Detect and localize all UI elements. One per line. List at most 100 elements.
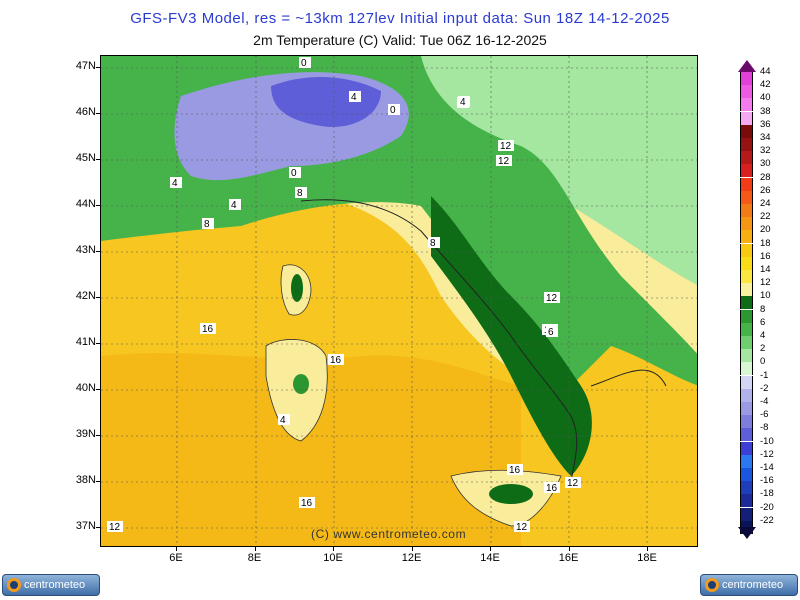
lat-label: 40N (75, 382, 96, 394)
contour-label-bg (202, 218, 214, 229)
contour-label: 12 (500, 141, 512, 152)
contour-label-bg (229, 199, 241, 210)
legend-label: 36 (760, 118, 771, 130)
lat-tick (96, 435, 101, 436)
contour-label-bg (507, 464, 523, 475)
legend-swatch (740, 217, 753, 231)
legend-label: 18 (760, 237, 771, 249)
legend-label: -12 (760, 448, 774, 460)
contour-label: 16 (330, 355, 342, 366)
lon-tick (490, 546, 491, 551)
legend-label: 30 (760, 158, 771, 170)
legend-swatch (740, 336, 753, 349)
centrometeo-logo-right[interactable]: centrometeo (700, 574, 798, 596)
contour-label-bg (299, 57, 311, 68)
lat-tick (96, 297, 101, 298)
legend-swatch (740, 507, 753, 521)
legend-label: 14 (760, 264, 771, 275)
contour-label: 12 (516, 522, 528, 533)
logo-text: centrometeo (24, 579, 86, 591)
contour-label-bg (544, 482, 560, 493)
sicily-highland (489, 484, 533, 504)
legend-label: -8 (760, 422, 769, 434)
legend-label: -20 (760, 501, 774, 513)
legend-swatch (740, 309, 753, 323)
warm-sea-zone (101, 353, 521, 546)
map-subtitle: 2m Temperature (C) Valid: Tue 06Z 16-12-… (253, 32, 547, 48)
lat-tick (96, 527, 101, 528)
contour-label: 4 (460, 97, 466, 108)
legend-label: 4 (760, 330, 766, 341)
lat-label: 37N (75, 520, 96, 532)
contour-label: 12 (546, 293, 558, 304)
legend-label: 32 (760, 145, 771, 157)
lat-tick (96, 343, 101, 344)
legend-label: 12 (760, 277, 771, 289)
legend-swatch (740, 164, 753, 178)
graticule (101, 56, 697, 546)
contour-label-bg (498, 140, 514, 151)
contour-label: 8 (430, 238, 436, 249)
temperature-map: 0404404812412881216164126161612121612 (100, 55, 698, 547)
legend-swatch (740, 98, 753, 112)
contour-labels: 0404404812412881216164126161612121612 (107, 57, 581, 533)
copyright-text: (C) www.centrometeo.com (311, 527, 467, 541)
legend-label: -2 (760, 382, 769, 394)
contour-label-bg (388, 104, 400, 115)
map-svg: 0404404812412881216164126161612121612 (101, 56, 697, 546)
lon-label: 16E (558, 552, 579, 564)
legend-swatch (740, 256, 753, 270)
contour-label: 6 (548, 327, 554, 338)
lat-tick (96, 67, 101, 68)
legend-swatch (740, 415, 753, 429)
lon-tick (411, 546, 413, 551)
lat-tick (96, 481, 101, 482)
legend-label: 40 (760, 92, 771, 104)
contour-label: 4 (351, 92, 357, 103)
legend-label: 34 (760, 132, 771, 143)
lon-tick (647, 546, 648, 551)
legend-label: -4 (760, 396, 769, 407)
legend-label: 10 (760, 290, 771, 302)
lon-label: 12E (401, 552, 422, 564)
legend-label: 38 (760, 105, 771, 117)
legend-swatch (740, 296, 753, 310)
corsica-highland (291, 274, 303, 302)
logo-text: centrometeo (722, 579, 784, 591)
lat-tick (96, 159, 101, 160)
contour-label: 4 (172, 178, 178, 189)
lon-label: 14E (480, 552, 500, 564)
map-title: GFS-FV3 Model, res = ~13km 127lev Initia… (130, 10, 670, 27)
legend-swatch (740, 230, 753, 244)
lat-label: 43N (75, 244, 96, 256)
legend-swatch (740, 124, 753, 138)
legend-swatch (740, 270, 753, 283)
legend-swatch (740, 138, 753, 151)
legend-swatch (740, 481, 753, 495)
contour-label: 16 (202, 324, 214, 335)
contour-label: 12 (567, 478, 579, 489)
legend-label: -10 (760, 435, 774, 447)
contour-label-bg (107, 521, 123, 532)
centrometeo-logo-left[interactable]: centrometeo (2, 574, 100, 596)
legend-swatch (740, 85, 753, 99)
lon-tick (254, 546, 256, 551)
contour-label-bg (514, 521, 530, 532)
legend-label: 42 (760, 79, 771, 91)
legend-swatch (740, 72, 753, 85)
lat-label: 41N (75, 336, 96, 348)
legend-swatch (740, 111, 753, 125)
legend-swatch (740, 454, 753, 468)
contour-label: 16 (509, 465, 521, 476)
legend-label: 28 (760, 171, 771, 183)
legend-label: -14 (760, 462, 774, 473)
lon-tick (333, 546, 334, 551)
legend-label: 8 (760, 303, 766, 315)
contour-label-bg (295, 187, 307, 198)
legend-swatch (740, 468, 753, 481)
contour-label: 4 (280, 415, 286, 426)
lat-label: 38N (75, 474, 96, 486)
legend-swatch (740, 375, 753, 389)
contour-label: 8 (204, 219, 210, 230)
contour-label-bg (496, 155, 512, 166)
